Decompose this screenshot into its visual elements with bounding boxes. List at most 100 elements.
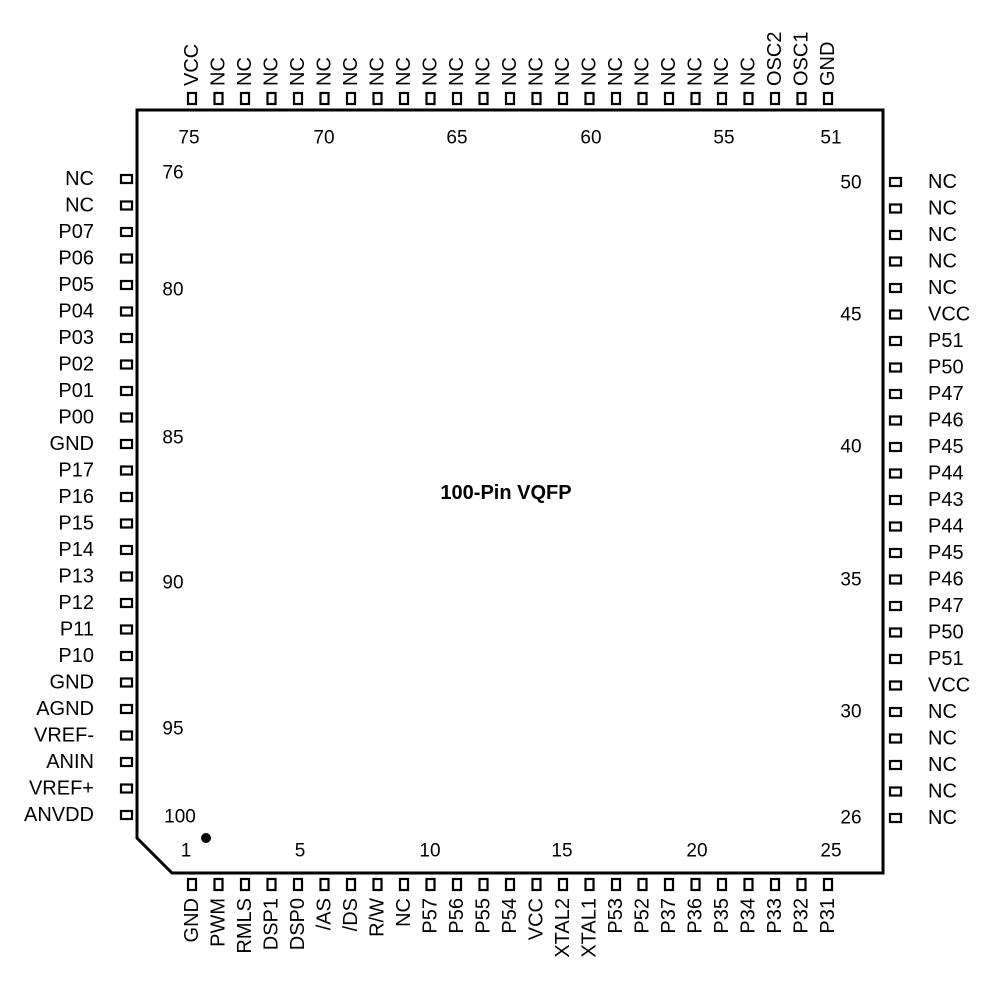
pin-label-right-14: P44 [928, 463, 964, 485]
pin-left-9 [119, 385, 134, 397]
pin-label-right-4: NC [928, 728, 957, 750]
pin-label-top-7: NC [658, 57, 680, 86]
pin-label-bottom-1: GND [181, 898, 203, 942]
pin-label-left-1: NC [65, 168, 94, 190]
pin-left-21 [119, 703, 134, 715]
pin-label-left-3: P07 [58, 221, 94, 243]
pin-label-right-9: P47 [928, 595, 964, 617]
pin-right-9 [888, 600, 903, 612]
pin-label-left-22: VREF- [34, 725, 94, 747]
pin-label-top-22: NC [261, 57, 283, 86]
pin-top-7 [663, 91, 675, 106]
pin-label-top-19: NC [340, 57, 362, 86]
pin-right-3 [888, 759, 903, 771]
pin-label-bottom-4: DSP1 [261, 898, 283, 950]
pin-label-left-20: GND [50, 672, 94, 694]
pin-bottom-13 [504, 877, 516, 892]
pin-label-bottom-5: DSP0 [287, 898, 309, 950]
pin-label-left-25: ANVDD [24, 804, 94, 826]
pin-bottom-6 [319, 877, 330, 892]
pin-top-17 [398, 91, 410, 106]
pin-label-bottom-11: P56 [446, 898, 468, 934]
pin-label-right-19: P51 [928, 330, 964, 352]
pin-label-top-14: NC [473, 57, 495, 86]
pin-label-right-3: NC [928, 754, 957, 776]
pin-left-10 [119, 412, 134, 423]
pin-number-right-5: 45 [840, 305, 861, 326]
pin-top-2 [796, 91, 807, 106]
pin-left-6 [119, 306, 134, 317]
pin-label-left-16: P13 [58, 566, 94, 588]
pin-right-16 [888, 415, 903, 426]
pin-left-19 [119, 650, 134, 662]
pin-label-right-25: NC [928, 171, 957, 193]
pin-bottom-25 [822, 877, 834, 892]
pin-bottom-5 [292, 877, 304, 892]
pin-label-bottom-15: XTAL2 [552, 898, 574, 958]
pin-label-right-18: P50 [928, 357, 964, 379]
pin-label-top-15: NC [446, 57, 468, 86]
pin-top-5 [716, 91, 728, 106]
pin-left-22 [119, 730, 134, 741]
pin-bottom-16 [584, 877, 595, 892]
pin-left-16 [119, 571, 134, 582]
pin-label-left-23: ANIN [46, 751, 94, 773]
pin-left-18 [119, 624, 134, 635]
pin-right-12 [888, 521, 903, 532]
pin-label-bottom-13: P54 [499, 898, 521, 934]
pin-label-bottom-17: P53 [605, 898, 627, 934]
pin-top-10 [584, 91, 595, 106]
pin-number-bottom-1: 1 [181, 841, 192, 862]
pin-top-1 [822, 91, 834, 106]
pin-top-12 [531, 91, 542, 106]
pin-label-bottom-14: VCC [526, 898, 548, 940]
pin-label-top-11: NC [552, 57, 574, 86]
pin-label-left-11: GND [50, 433, 94, 455]
pin-label-bottom-21: P35 [711, 898, 733, 934]
pin-label-top-5: NC [711, 57, 733, 86]
pin-label-left-12: P17 [58, 460, 94, 482]
pin-top-20 [319, 91, 330, 106]
pin-number-bottom-4: 15 [551, 841, 572, 862]
pin-right-18 [888, 362, 903, 373]
pin-top-18 [372, 91, 383, 106]
pin-bottom-11 [451, 877, 463, 892]
pin-top-22 [266, 91, 277, 106]
pin-label-left-6: P04 [58, 301, 94, 323]
pin-bottom-17 [610, 877, 622, 892]
pin-label-left-10: P00 [58, 407, 94, 429]
pin-label-bottom-24: P32 [791, 898, 813, 934]
pin-number-right-2: 30 [840, 702, 861, 723]
pin-top-9 [610, 91, 622, 106]
pin-number-left-2: 80 [162, 280, 183, 301]
pin-bottom-2 [213, 877, 224, 892]
pin-label-top-16: NC [420, 57, 442, 86]
pin-right-13 [888, 494, 903, 506]
pin-top-16 [425, 91, 436, 106]
pin-label-left-9: P01 [58, 380, 94, 402]
pin-bottom-9 [398, 877, 410, 892]
pin-number-left-6: 100 [164, 807, 196, 828]
pin-right-7 [888, 653, 903, 665]
pin-label-left-19: P10 [58, 645, 94, 667]
pin-bottom-15 [557, 877, 569, 892]
chip-body [135, 108, 885, 875]
pin-label-bottom-18: P52 [632, 898, 654, 934]
pin-top-24 [213, 91, 224, 106]
pin-left-24 [119, 783, 134, 794]
pin-label-left-21: AGND [36, 698, 94, 720]
pin-label-bottom-2: PWM [208, 898, 230, 947]
pin-left-13 [119, 491, 134, 503]
pin-label-right-23: NC [928, 224, 957, 246]
pin-label-bottom-22: P34 [738, 898, 760, 934]
pin-label-top-6: NC [685, 57, 707, 86]
pin-label-right-16: P46 [928, 410, 964, 432]
pin-bottom-8 [372, 877, 383, 892]
pin-number-right-4: 40 [840, 437, 861, 458]
pin-bottom-14 [531, 877, 542, 892]
pin-left-12 [119, 465, 134, 476]
pin-bottom-4 [266, 877, 277, 892]
pin-left-7 [119, 332, 134, 344]
pin-right-11 [888, 547, 903, 559]
pin-label-top-10: NC [579, 57, 601, 86]
